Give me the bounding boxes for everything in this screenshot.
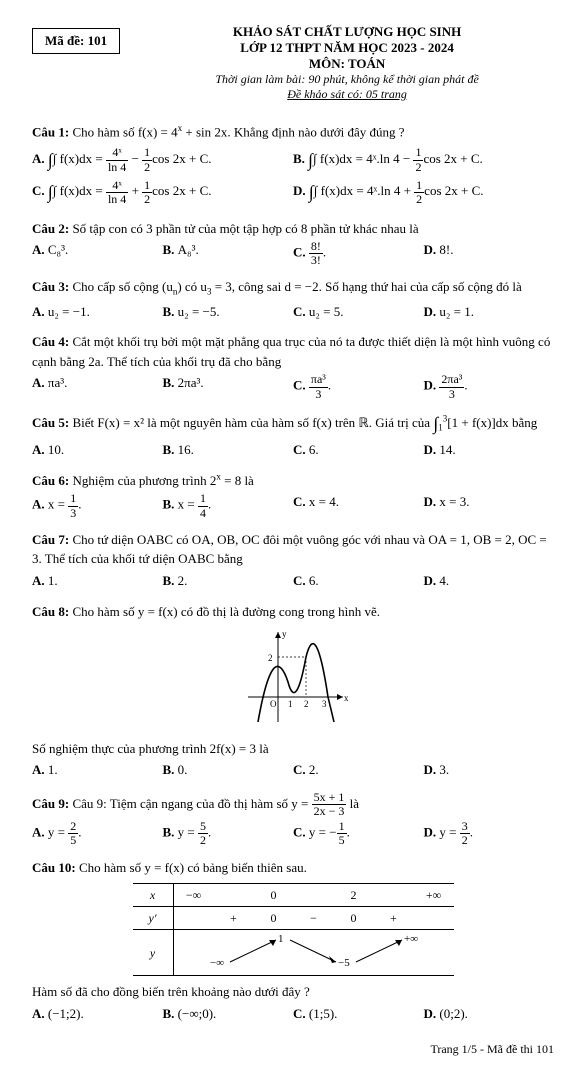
exam-code-box: Mã đề: 101 [32,28,120,54]
q2-opt-B: B. A₈³. [163,240,294,267]
svg-text:2: 2 [304,699,309,709]
q2-stem: Câu 2: Số tập con có 3 phần tử của một t… [32,221,419,236]
page-footer: Trang 1/5 - Mã đề thi 101 [32,1042,554,1057]
q3-opt-C: C. u₂ = 5. [293,302,424,323]
q9-opt-C: C. y = −15. [293,820,424,847]
variation-arrows-icon: −∞ 1 −5 +∞ [204,930,424,970]
q4-opt-C: C. πa³3. [293,373,424,400]
q8-opt-B: B. 0. [163,760,294,781]
q7-opt-C: C. 6. [293,571,424,592]
q1-label: Câu 1: [32,124,72,139]
q6-opt-A: A. x = 13. [32,492,163,519]
q5-opt-C: C. 6. [293,440,424,461]
svg-text:1: 1 [288,699,293,709]
q5-opt-B: B. 16. [163,440,294,461]
q10-stem: Câu 10: Cho hàm số y = f(x) có bảng biến… [32,860,307,875]
subtitle-2: Đề khảo sát có: 05 trang [140,87,554,102]
q9-stem: Câu 9: Câu 9: Tiệm cận ngang của đồ thị … [32,796,359,811]
question-1: Câu 1: Cho hàm số f(x) = 4x + sin 2x. Kh… [32,122,554,209]
svg-text:−∞: −∞ [210,957,224,969]
q9-opt-D: D. y = 32. [424,820,555,847]
q10-opt-D: D. (0;2). [424,1004,555,1025]
q7-opt-A: A. 1. [32,571,163,592]
svg-text:−5: −5 [338,957,350,969]
q8-opt-D: D. 3. [424,760,555,781]
q8-stem: Câu 8: Cho hàm số y = f(x) có đồ thị là … [32,604,380,619]
question-9: Câu 9: Câu 9: Tiệm cận ngang của đồ thị … [32,791,554,848]
q3-opt-B: B. u₂ = −5. [163,302,294,323]
q3-stem: Câu 3: Cho cấp số cộng (un) có u3 = 3, c… [32,279,522,294]
q9-opt-A: A. y = 25. [32,820,163,847]
q2-opt-A: A. C₈³. [32,240,163,267]
question-5: Câu 5: Biết F(x) = x² là một nguyên hàm … [32,411,554,461]
q10-opt-C: C. (1;5). [293,1004,424,1025]
question-3: Câu 3: Cho cấp số cộng (un) có u3 = 3, c… [32,277,554,322]
q1-opt-B: B. ∫∫ f(x)dx = 4ˣ.ln 4 − 12cos 2x + C. [293,144,554,176]
q3-opt-D: D. u₂ = 1. [424,302,555,323]
q8-graph: x y O 1 2 3 2 [32,627,554,733]
q1-opt-C: C. ∫∫ f(x)dx = 4ˣln 4 + 12cos 2x + C. [32,176,293,208]
title-line-2: LỚP 12 THPT NĂM HỌC 2023 - 2024 [140,40,554,56]
header: Mã đề: 101 KHẢO SÁT CHẤT LƯỢNG HỌC SINH … [32,24,554,112]
q6-opt-B: B. x = 14. [163,492,294,519]
q7-opt-D: D. 4. [424,571,555,592]
q6-opt-D: D. x = 3. [424,492,555,519]
title-line-3: MÔN: TOÁN [140,56,554,72]
q6-stem: Câu 6: Nghiệm của phương trình 2x = 8 là [32,473,254,488]
svg-text:3: 3 [322,699,327,709]
q3-opt-A: A. u₂ = −1. [32,302,163,323]
svg-text:1: 1 [278,933,284,945]
q4-stem: Câu 4: Cắt một khối trụ bởi một mặt phẳn… [32,334,550,369]
q1-opt-D: D. ∫∫ f(x)dx = 4ˣ.ln 4 + 12cos 2x + C. [293,176,554,208]
q2-opt-D: D. 8!. [424,240,555,267]
subtitle-1: Thời gian làm bài: 90 phút, không kể thờ… [140,72,554,87]
q7-stem: Câu 7: Cho tứ diện OABC có OA, OB, OC đô… [32,532,547,567]
q8-opt-A: A. 1. [32,760,163,781]
svg-text:O: O [270,699,277,709]
q4-opt-B: B. 2πa³. [163,373,294,400]
q10-opt-A: A. (−1;2). [32,1004,163,1025]
q6-opt-C: C. x = 4. [293,492,424,519]
question-10: Câu 10: Cho hàm số y = f(x) có bảng biến… [32,858,554,1025]
q2-opt-C: C. 8!3!. [293,240,424,267]
q1-stem-c: + sin 2x. Khẳng định nào dưới đây đúng ? [182,124,404,139]
svg-text:y: y [282,629,287,639]
q5-opt-D: D. 14. [424,440,555,461]
svg-text:x: x [344,693,348,703]
q10-sub: Hàm số đã cho đồng biến trên khoảng nào … [32,982,554,1002]
q5-opt-A: A. 10. [32,440,163,461]
svg-text:+∞: +∞ [404,933,418,945]
q5-stem: Câu 5: Biết F(x) = x² là một nguyên hàm … [32,415,537,430]
q10-opt-B: B. (−∞;0). [163,1004,294,1025]
question-6: Câu 6: Nghiệm của phương trình 2x = 8 là… [32,471,554,520]
q9-opt-B: B. y = 52. [163,820,294,847]
q7-opt-B: B. 2. [163,571,294,592]
q1-opt-A: A. ∫∫ f(x)dx = 4ˣln 4 − 12cos 2x + C. [32,144,293,176]
q4-opt-D: D. 2πa³3. [424,373,555,400]
question-7: Câu 7: Cho tứ diện OABC có OA, OB, OC đô… [32,530,554,592]
q8-opt-C: C. 2. [293,760,424,781]
q8-sub: Số nghiệm thực của phương trình 2f(x) = … [32,739,554,759]
question-8: Câu 8: Cho hàm số y = f(x) có đồ thị là … [32,602,554,781]
title-block: KHẢO SÁT CHẤT LƯỢNG HỌC SINH LỚP 12 THPT… [140,24,554,112]
q10-table: x −∞ 0 2 +∞ y′ + 0 − 0 + y [32,883,554,976]
q4-opt-A: A. πa³. [32,373,163,400]
svg-text:2: 2 [268,653,273,663]
question-2: Câu 2: Số tập con có 3 phần tử của một t… [32,219,554,268]
question-4: Câu 4: Cắt một khối trụ bởi một mặt phẳn… [32,332,554,400]
q1-stem-b: Cho hàm số f(x) = 4 [72,124,177,139]
title-line-1: KHẢO SÁT CHẤT LƯỢNG HỌC SINH [140,24,554,40]
